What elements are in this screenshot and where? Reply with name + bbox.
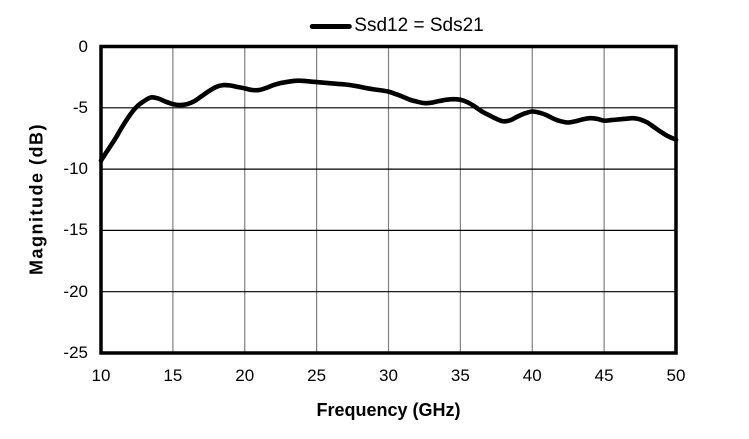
x-tick-label: 25 [307,366,327,385]
x-tick-label: 10 [91,366,111,385]
plot-frame [99,44,678,355]
y-tick-label: -5 [72,97,88,117]
y-tick-label: -20 [63,281,88,301]
x-tick-label: 45 [594,366,614,385]
x-tick-label: 15 [163,366,183,385]
x-tick-label: 30 [379,366,398,385]
y-tick-label: -25 [63,343,88,362]
x-axis-title: Frequency (GHz) [316,400,461,420]
x-tick-label: 50 [666,366,686,385]
y-tick-label: 0 [78,36,88,56]
x-tick-label: 20 [235,366,255,385]
y-tick-label: -15 [63,220,88,240]
legend-series-line-swatch [309,23,352,29]
y-tick-label: -10 [63,159,88,179]
legend-series-label: Ssd12 = Sds21 [354,15,484,36]
series-curve [98,78,679,163]
x-tick-label: 35 [450,366,470,385]
x-tick-label: 40 [522,366,542,385]
chart-legend: Ssd12 = Sds21 [309,15,484,37]
y-axis-title: Magnitude (dB) [26,123,47,275]
